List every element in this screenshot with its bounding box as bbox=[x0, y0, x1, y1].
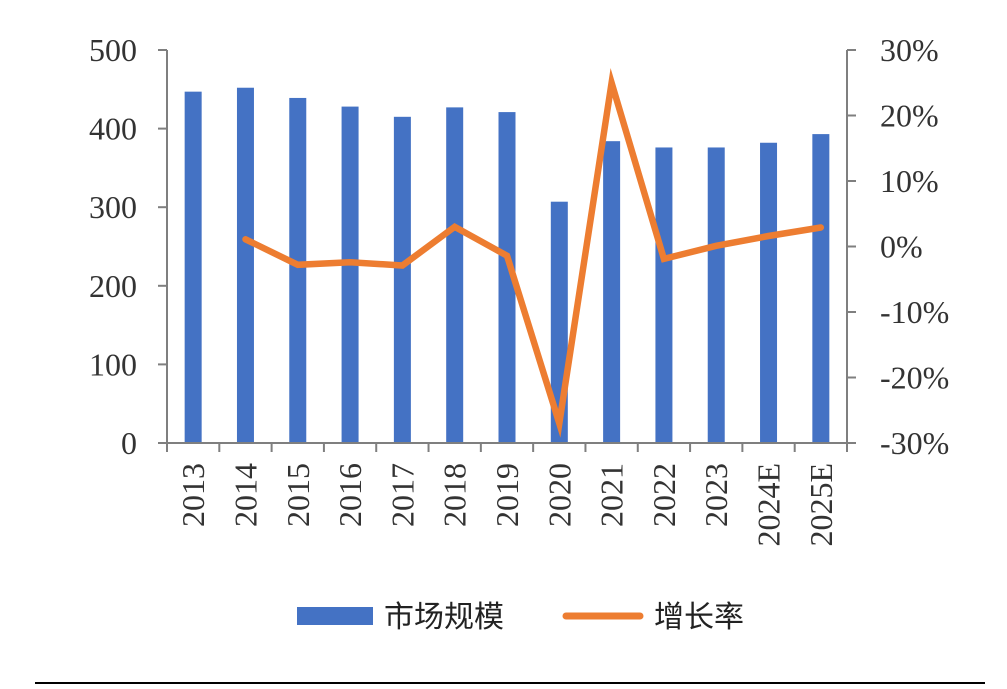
left-tick-label: 0 bbox=[121, 425, 137, 461]
x-tick-label: 2016 bbox=[332, 463, 368, 527]
bar-2013 bbox=[184, 91, 202, 444]
x-tick-label: 2014 bbox=[227, 463, 263, 527]
left-tick-label: 200 bbox=[89, 268, 137, 304]
legend-bar-swatch bbox=[297, 607, 373, 625]
line-series bbox=[242, 67, 825, 438]
bar-series bbox=[184, 87, 830, 444]
bar-2016 bbox=[341, 106, 359, 443]
bar-2021 bbox=[603, 141, 621, 443]
bar-2023 bbox=[707, 147, 725, 444]
x-tick-label: 2019 bbox=[489, 463, 525, 527]
legend-bar-label: 市场规模 bbox=[384, 600, 504, 635]
x-tick-label: 2013 bbox=[175, 463, 211, 527]
x-tick-label: 2025E bbox=[803, 463, 839, 547]
x-tick-label: 2020 bbox=[541, 463, 577, 527]
bar-2018 bbox=[446, 107, 464, 444]
legend-line-label: 增长率 bbox=[654, 600, 744, 635]
left-tick-label: 400 bbox=[89, 111, 137, 147]
bar-2015 bbox=[289, 97, 307, 444]
x-tick-label: 2015 bbox=[280, 463, 316, 527]
x-tick-label: 2021 bbox=[594, 463, 630, 527]
bar-2017 bbox=[393, 116, 411, 443]
left-tick-label: 100 bbox=[89, 346, 137, 382]
left-tick-label: 500 bbox=[89, 32, 137, 68]
bar-2025E bbox=[812, 134, 830, 444]
right-tick-label: 30% bbox=[880, 32, 939, 68]
right-tick-label: 10% bbox=[880, 163, 939, 199]
growth-line bbox=[242, 67, 825, 438]
bar-2024E bbox=[760, 142, 778, 444]
right-tick-label: 20% bbox=[880, 98, 939, 134]
x-tick-label: 2018 bbox=[437, 463, 473, 527]
bar-2019 bbox=[498, 112, 516, 444]
right-tick-label: 0% bbox=[880, 229, 923, 265]
x-tick-label: 2023 bbox=[698, 463, 734, 527]
bar-2014 bbox=[236, 87, 254, 443]
legend: 市场规模 增长率 bbox=[297, 600, 744, 635]
left-tick-label: 300 bbox=[89, 189, 137, 225]
x-tick-label: 2017 bbox=[384, 463, 420, 527]
x-axis: 2013 2014 2015 2016 2017 2018 2019 2020 2021 2022… bbox=[166, 442, 848, 547]
right-tick-label: -30% bbox=[880, 425, 949, 461]
right-tick-label: -10% bbox=[880, 294, 949, 330]
right-y-axis: -30% -20% -10% 0% 10% 20% 30% bbox=[846, 32, 949, 461]
bar-2022 bbox=[655, 147, 673, 444]
x-tick-label: 2024E bbox=[751, 463, 787, 547]
right-tick-label: -20% bbox=[880, 360, 949, 396]
x-tick-label: 2022 bbox=[646, 463, 682, 527]
left-y-axis: 0 100 200 300 400 500 bbox=[89, 32, 168, 461]
